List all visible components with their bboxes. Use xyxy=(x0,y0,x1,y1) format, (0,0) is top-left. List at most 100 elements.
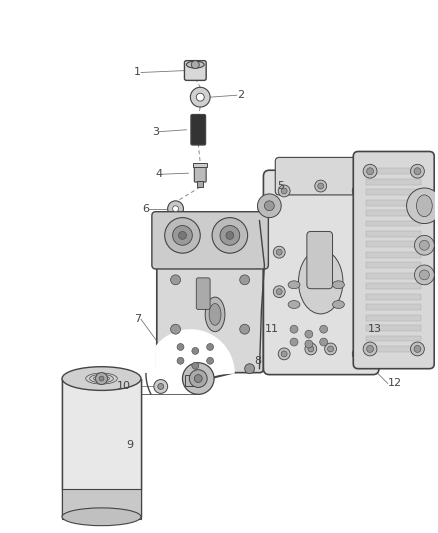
Circle shape xyxy=(305,343,317,355)
Circle shape xyxy=(355,351,361,357)
Circle shape xyxy=(414,168,421,175)
Bar xyxy=(185,375,201,386)
Text: 9: 9 xyxy=(126,440,133,450)
FancyBboxPatch shape xyxy=(191,115,206,145)
Circle shape xyxy=(357,246,369,258)
Bar xyxy=(366,325,421,331)
Circle shape xyxy=(171,275,180,285)
Circle shape xyxy=(357,286,369,297)
FancyBboxPatch shape xyxy=(307,231,332,289)
Circle shape xyxy=(308,346,314,352)
Text: 5: 5 xyxy=(277,181,284,191)
Ellipse shape xyxy=(332,281,344,289)
Circle shape xyxy=(240,324,250,334)
Bar xyxy=(366,189,421,195)
Bar xyxy=(366,241,421,247)
Text: 4: 4 xyxy=(155,169,163,179)
Circle shape xyxy=(258,194,281,217)
Ellipse shape xyxy=(288,301,300,309)
Circle shape xyxy=(220,225,240,245)
Circle shape xyxy=(305,340,313,348)
Text: 12: 12 xyxy=(388,378,402,389)
Circle shape xyxy=(207,357,214,364)
Circle shape xyxy=(177,343,184,350)
FancyBboxPatch shape xyxy=(157,216,263,373)
Circle shape xyxy=(305,330,313,338)
Bar xyxy=(366,231,421,237)
Circle shape xyxy=(410,164,424,178)
Circle shape xyxy=(173,225,192,245)
Circle shape xyxy=(212,217,247,253)
Circle shape xyxy=(177,357,184,364)
FancyBboxPatch shape xyxy=(263,170,379,375)
Circle shape xyxy=(189,370,207,387)
FancyBboxPatch shape xyxy=(353,151,434,369)
Circle shape xyxy=(192,362,199,369)
FancyBboxPatch shape xyxy=(152,212,268,269)
Circle shape xyxy=(154,379,168,393)
Circle shape xyxy=(367,168,374,175)
Bar xyxy=(366,252,421,258)
Circle shape xyxy=(320,338,328,346)
Circle shape xyxy=(99,376,104,381)
Bar xyxy=(366,336,421,342)
Circle shape xyxy=(191,87,210,107)
Text: 1: 1 xyxy=(134,68,141,77)
Circle shape xyxy=(245,364,254,374)
Circle shape xyxy=(325,343,336,355)
Bar xyxy=(366,168,421,174)
Ellipse shape xyxy=(332,301,344,309)
Circle shape xyxy=(240,275,250,285)
Text: 3: 3 xyxy=(152,127,159,137)
Text: 6: 6 xyxy=(142,204,149,214)
Circle shape xyxy=(168,201,184,216)
Bar xyxy=(366,273,421,279)
Circle shape xyxy=(196,93,204,101)
Bar xyxy=(366,262,421,268)
Circle shape xyxy=(273,286,285,297)
FancyBboxPatch shape xyxy=(275,157,367,195)
Bar xyxy=(193,163,207,167)
Circle shape xyxy=(328,346,333,352)
Text: 10: 10 xyxy=(117,382,131,391)
Bar xyxy=(366,346,421,352)
Circle shape xyxy=(406,188,438,223)
Circle shape xyxy=(420,240,429,250)
Circle shape xyxy=(363,164,377,178)
Text: 2: 2 xyxy=(237,90,244,100)
Bar xyxy=(366,304,421,310)
Circle shape xyxy=(290,338,298,346)
Ellipse shape xyxy=(209,303,221,325)
Ellipse shape xyxy=(205,297,225,332)
Circle shape xyxy=(318,183,324,189)
Text: 7: 7 xyxy=(134,314,141,324)
Ellipse shape xyxy=(417,195,432,216)
Bar xyxy=(366,179,421,184)
Circle shape xyxy=(207,343,214,350)
Ellipse shape xyxy=(62,367,141,390)
Bar xyxy=(366,314,421,320)
Bar xyxy=(366,210,421,216)
Circle shape xyxy=(165,217,200,253)
FancyBboxPatch shape xyxy=(184,61,206,80)
Circle shape xyxy=(173,206,179,212)
Circle shape xyxy=(191,61,199,69)
Text: 13: 13 xyxy=(368,324,382,334)
FancyBboxPatch shape xyxy=(196,278,210,310)
Circle shape xyxy=(290,325,298,333)
Polygon shape xyxy=(146,329,235,378)
Circle shape xyxy=(355,188,361,194)
Circle shape xyxy=(273,246,285,258)
Circle shape xyxy=(278,348,290,360)
Bar xyxy=(62,489,141,519)
Circle shape xyxy=(360,289,366,295)
Bar xyxy=(197,181,203,187)
Circle shape xyxy=(183,363,214,394)
Circle shape xyxy=(414,345,421,352)
Bar xyxy=(366,283,421,289)
Circle shape xyxy=(352,185,364,197)
Circle shape xyxy=(276,289,282,295)
Bar xyxy=(366,221,421,227)
Circle shape xyxy=(265,201,274,211)
Bar xyxy=(62,378,141,517)
